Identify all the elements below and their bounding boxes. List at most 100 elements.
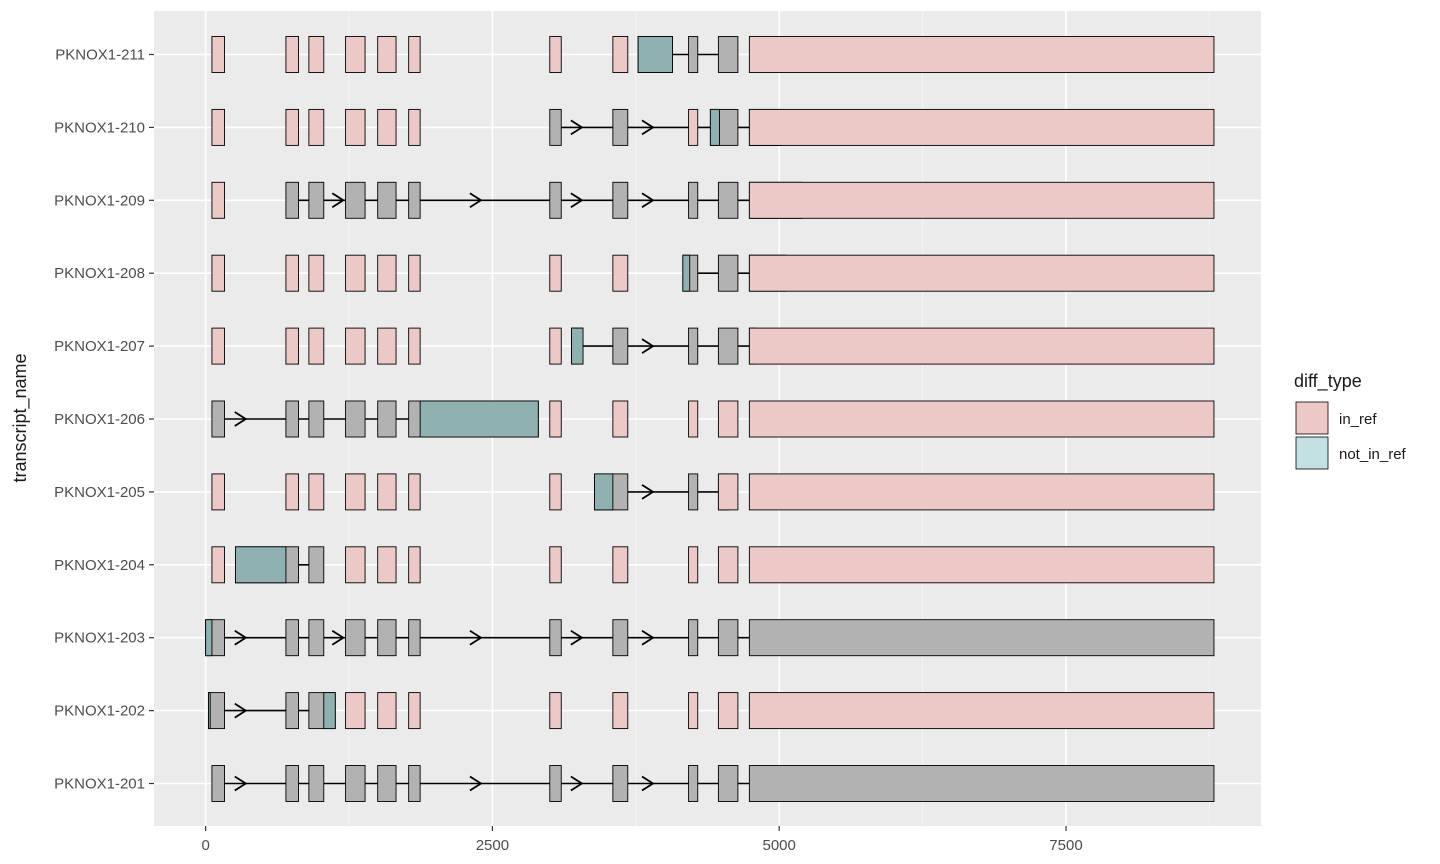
exon xyxy=(345,181,366,219)
exon xyxy=(717,181,739,219)
y-tick-label: PKNOX1-211 xyxy=(55,47,145,64)
in-ref-region xyxy=(717,692,739,730)
exon xyxy=(549,181,562,219)
in-ref-region xyxy=(308,327,325,365)
in-ref-region xyxy=(748,108,1215,146)
transcript-row-PKNOX1-207 xyxy=(211,327,1215,365)
exon xyxy=(549,619,562,657)
y-tick-label: PKNOX1-204 xyxy=(54,557,145,574)
direction-arrow xyxy=(234,775,248,792)
direction-arrow xyxy=(570,119,584,136)
not-in-ref-region xyxy=(323,692,336,730)
transcript-row-PKNOX1-204 xyxy=(211,546,1215,584)
in-ref-region xyxy=(549,400,562,438)
direction-arrow xyxy=(234,629,248,646)
in-ref-region xyxy=(408,473,421,511)
in-ref-region xyxy=(748,254,1215,292)
not-in-ref-region xyxy=(205,619,213,657)
exon xyxy=(717,327,739,365)
in-ref-region xyxy=(345,36,366,73)
direction-arrow xyxy=(641,775,655,792)
in-ref-region xyxy=(688,400,699,438)
exon xyxy=(211,765,225,802)
transcript-row-PKNOX1-211 xyxy=(211,36,1215,73)
exon xyxy=(612,619,629,657)
in-ref-region xyxy=(688,108,699,146)
exon xyxy=(211,400,225,438)
exon xyxy=(377,765,397,802)
exon xyxy=(345,619,366,657)
in-ref-region xyxy=(211,546,225,584)
in-ref-region xyxy=(377,36,397,73)
y-tick-label: PKNOX1-205 xyxy=(54,484,145,501)
exon xyxy=(285,400,299,438)
in-ref-region xyxy=(717,400,739,438)
in-ref-region xyxy=(408,327,421,365)
in-ref-region xyxy=(408,108,421,146)
x-tick-label: 0 xyxy=(201,837,209,854)
legend-key-in_ref xyxy=(1295,401,1329,435)
in-ref-region xyxy=(345,108,366,146)
in-ref-region xyxy=(717,473,739,511)
in-ref-region xyxy=(612,692,629,730)
exon xyxy=(308,619,325,657)
in-ref-region xyxy=(549,692,562,730)
transcript-row-PKNOX1-208 xyxy=(211,254,1215,292)
in-ref-region xyxy=(549,36,562,73)
in-ref-region xyxy=(211,181,225,219)
in-ref-region xyxy=(549,546,562,584)
x-tick-label: 7500 xyxy=(1049,837,1082,854)
in-ref-region xyxy=(688,546,699,584)
exon xyxy=(748,619,1215,657)
transcript-structures xyxy=(205,36,1215,802)
legend-label: in_ref xyxy=(1339,411,1377,428)
x-tick-label: 2500 xyxy=(476,837,509,854)
transcript-row-PKNOX1-201 xyxy=(211,765,1215,802)
direction-arrow xyxy=(641,484,655,500)
exon xyxy=(688,619,699,657)
transcript-row-PKNOX1-203 xyxy=(205,619,1215,657)
in-ref-region xyxy=(345,254,366,292)
y-axis: PKNOX1-201 PKNOX1-202 PKNOX1-203 PKNOX1-204… xyxy=(54,47,154,793)
y-tick-label: PKNOX1-201 xyxy=(54,776,145,793)
transcript-row-PKNOX1-209 xyxy=(211,181,1215,219)
in-ref-region xyxy=(549,254,562,292)
in-ref-region xyxy=(285,108,299,146)
direction-arrow xyxy=(641,338,655,354)
direction-arrow xyxy=(570,775,584,792)
exon xyxy=(308,400,325,438)
exon xyxy=(285,181,299,219)
exon xyxy=(612,108,629,146)
legend: diff_type in_ref not_in_ref xyxy=(1294,371,1407,470)
in-ref-region xyxy=(612,254,629,292)
exon xyxy=(285,765,299,802)
in-ref-region xyxy=(285,473,299,511)
in-ref-region xyxy=(748,546,1215,584)
in-ref-region xyxy=(408,692,421,730)
in-ref-region xyxy=(748,327,1215,365)
in-ref-region xyxy=(211,254,225,292)
exon xyxy=(308,546,325,584)
in-ref-region xyxy=(285,36,299,73)
exon xyxy=(612,765,629,802)
y-tick-label: PKNOX1-208 xyxy=(54,265,145,282)
direction-arrow xyxy=(641,629,655,646)
transcript-row-PKNOX1-205 xyxy=(211,473,1215,511)
exon xyxy=(688,473,699,511)
exon xyxy=(688,181,699,219)
exon xyxy=(308,181,325,219)
in-ref-region xyxy=(377,327,397,365)
not-in-ref-region xyxy=(234,546,287,584)
in-ref-region xyxy=(345,473,366,511)
exon xyxy=(377,400,397,438)
direction-arrow xyxy=(469,629,483,646)
not-in-ref-region xyxy=(571,327,584,365)
in-ref-region xyxy=(377,254,397,292)
direction-arrow xyxy=(641,119,655,136)
direction-arrow xyxy=(234,411,248,427)
not-in-ref-region xyxy=(594,473,614,511)
in-ref-region xyxy=(408,546,421,584)
in-ref-region xyxy=(308,36,325,73)
x-axis: 0 2500 5000 7500 xyxy=(201,826,1083,854)
